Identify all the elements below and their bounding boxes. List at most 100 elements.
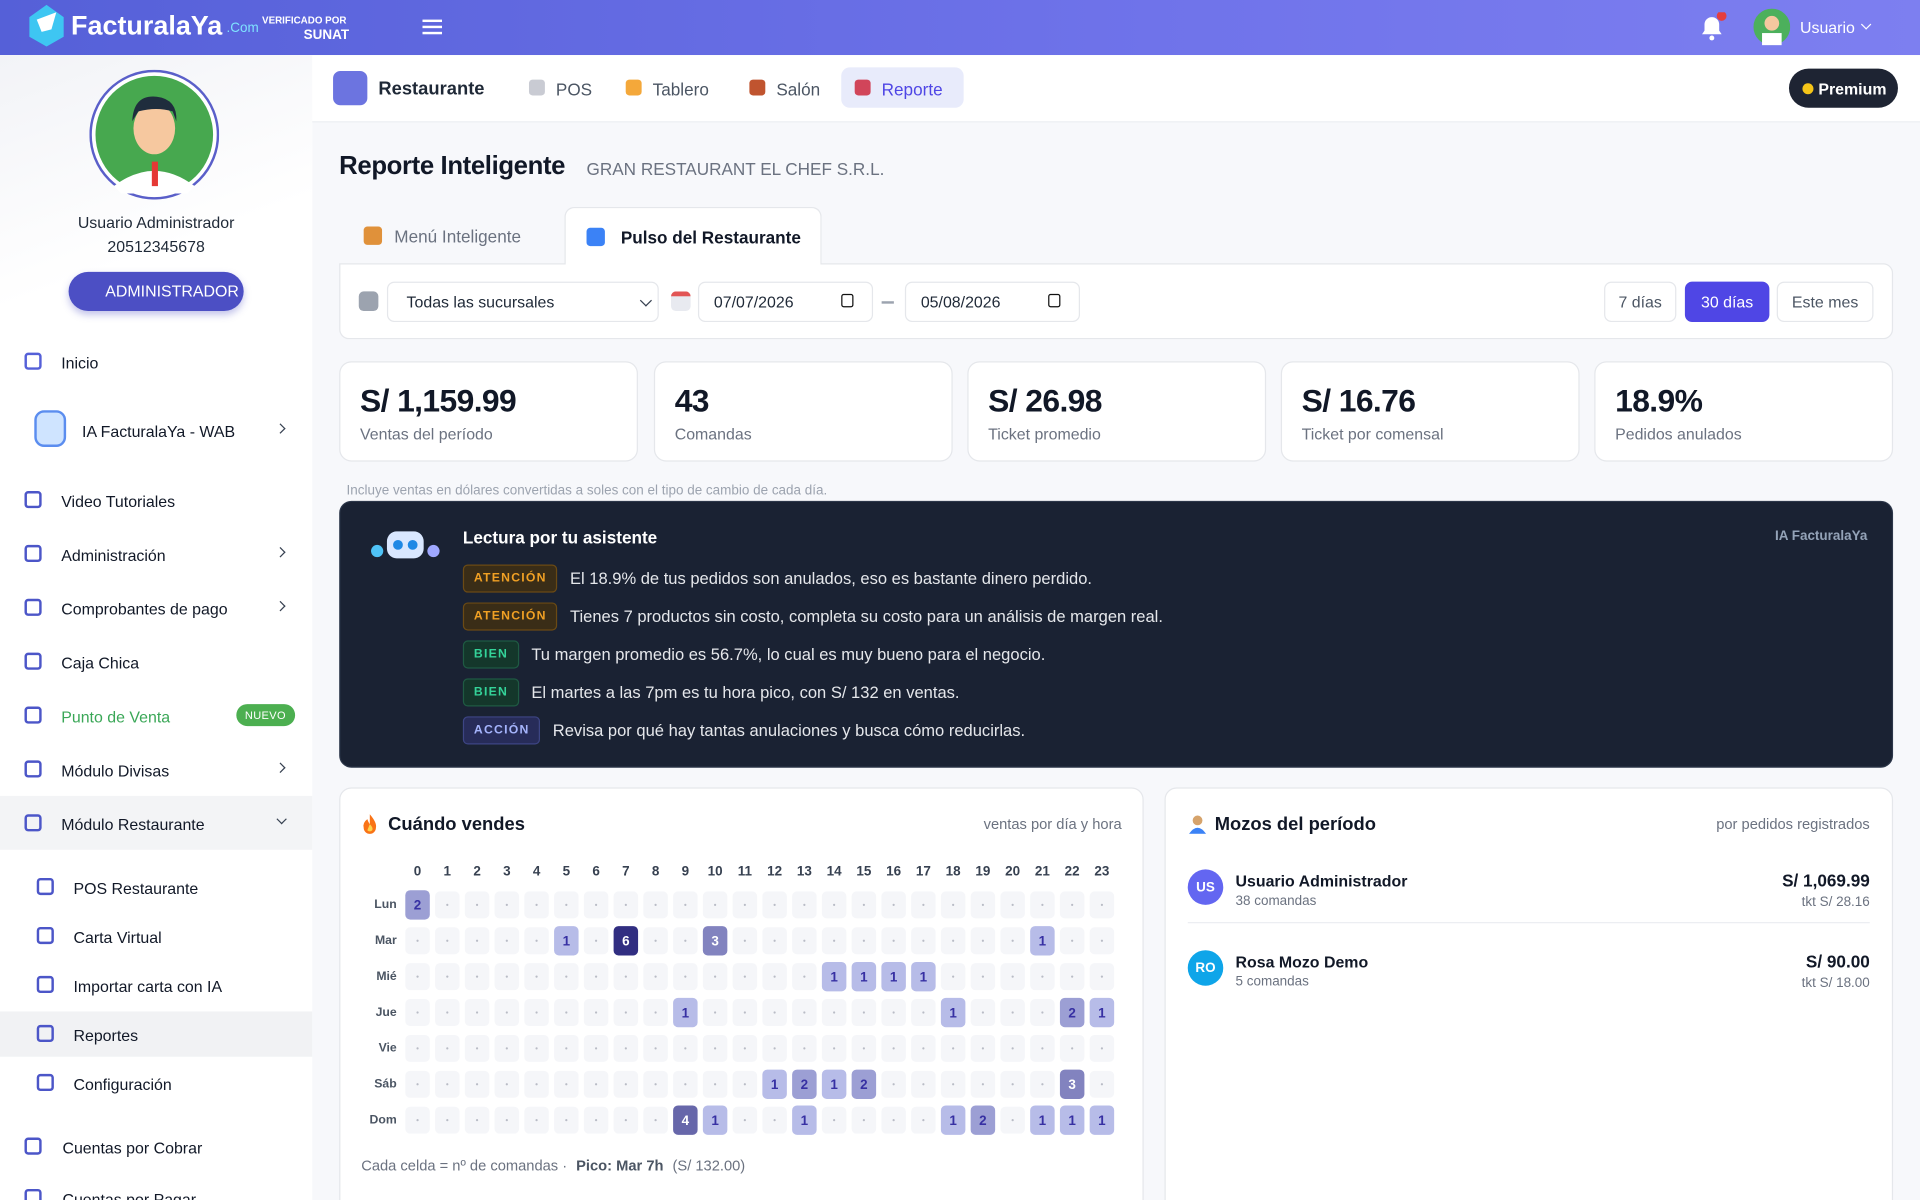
day-label: Vie: [379, 1041, 397, 1055]
heat-cell: [970, 1105, 996, 1135]
heatmap-footer: Cada celda = nº de comandas · Pico: Mar …: [361, 1158, 745, 1173]
empty-dot: [773, 939, 776, 942]
empty-dot: [981, 1011, 984, 1014]
submenu-item[interactable]: POS Restaurante: [0, 864, 312, 909]
chevron: [275, 423, 286, 434]
empty-dot: [684, 903, 687, 907]
cell-value: 1: [949, 1113, 957, 1128]
verified-text: VERIFICADO POR: [262, 14, 347, 26]
empty-dot: [952, 975, 955, 978]
insight: BIEN El martes a las 7pm es tu hora pico,…: [462, 678, 960, 707]
user-menu[interactable]: Usuario: [1800, 18, 1855, 37]
empty-dot: [446, 1047, 449, 1050]
cell-value: 1: [801, 1113, 809, 1128]
date-picker-icon[interactable]: [1048, 293, 1061, 308]
menu-label: IA FacturalaYa - WAB: [82, 422, 236, 441]
menu-item[interactable]: Caja Chica: [0, 637, 312, 686]
kpi-label: Comandas: [674, 424, 752, 444]
cell-value: 1: [682, 1005, 690, 1020]
empty-dot: [1041, 903, 1044, 907]
brand-suffix: .Com: [226, 20, 259, 36]
menu-item[interactable]: Punto de Venta NUEVO: [0, 691, 312, 740]
report-tab[interactable]: Pulso del Restaurante: [564, 206, 822, 265]
user-avatar[interactable]: [1753, 8, 1791, 46]
role-button[interactable]: ADMINISTRADOR: [68, 271, 244, 312]
module-tab[interactable]: Tablero: [612, 67, 727, 107]
heat-cell: [821, 1069, 847, 1099]
empty-dot: [416, 975, 419, 978]
empty-dot: [475, 939, 479, 942]
menu-item[interactable]: Cuentas por Cobrar: [0, 1122, 312, 1171]
branch-value: Todas las sucursales: [406, 292, 555, 312]
hour-label: 21: [1035, 863, 1050, 878]
logo-mark: [29, 4, 64, 47]
module-tab[interactable]: POS: [516, 67, 605, 107]
hour-label: 3: [503, 863, 510, 878]
module-tab[interactable]: Salón: [736, 67, 834, 107]
menu-item[interactable]: Administración: [0, 529, 312, 578]
empty-dot: [1011, 903, 1014, 907]
cell-value: 2: [1068, 1005, 1075, 1020]
empty-dot: [535, 1011, 538, 1014]
empty-dot: [773, 1119, 776, 1122]
submenu-item[interactable]: Configuración: [0, 1060, 312, 1105]
empty-dot: [475, 903, 479, 907]
assistant-title: Lectura por tu asistente: [462, 527, 658, 548]
date-to[interactable]: 05/08/2026: [904, 281, 1080, 323]
date-picker-icon[interactable]: [841, 293, 854, 308]
empty-dot: [862, 903, 865, 907]
menu-item[interactable]: Cuentas por Pagar: [0, 1173, 312, 1200]
submenu-item[interactable]: Reportes: [0, 1011, 312, 1056]
premium-badge[interactable]: Premium: [1788, 68, 1898, 108]
module-tab[interactable]: Reporte: [841, 67, 964, 108]
tab-label: Menú Inteligente: [394, 226, 522, 247]
empty-dot: [535, 939, 538, 942]
menu-label: Inicio: [61, 353, 99, 373]
brand[interactable]: FacturalaYa: [71, 9, 223, 41]
hour-label: 23: [1094, 863, 1109, 878]
date-from[interactable]: 07/07/2026: [697, 281, 874, 323]
tab-icon: [749, 79, 766, 96]
premium-label: Premium: [1818, 79, 1887, 98]
waiter-name: Usuario Administrador: [1235, 871, 1408, 891]
empty-dot: [684, 1047, 687, 1050]
waiter-ticket: tkt S/ 28.16: [1801, 895, 1870, 910]
menu-item[interactable]: Inicio: [0, 337, 312, 386]
menu-icon: [24, 544, 42, 563]
day-label: Mié: [376, 969, 397, 983]
menu-toggle[interactable]: [422, 18, 443, 35]
header: FacturalaYa .Com VERIFICADO POR SUNAT Us…: [0, 0, 1920, 56]
report-tab[interactable]: Menú Inteligente: [343, 207, 557, 265]
empty-dot: [594, 903, 598, 907]
insight: BIEN Tu margen promedio es 56.7%, lo cual…: [462, 640, 1046, 669]
empty-dot: [773, 1047, 776, 1050]
hour-label: 2: [473, 863, 480, 878]
menu-item[interactable]: Módulo Divisas: [0, 744, 312, 793]
empty-dot: [892, 1083, 895, 1086]
menu-label: Módulo Restaurante: [61, 815, 205, 834]
branch-select[interactable]: Todas las sucursales: [386, 281, 659, 323]
role-label: ADMINISTRADOR: [105, 281, 239, 300]
waiter-avatar: US: [1187, 869, 1224, 905]
range-button[interactable]: 30 días: [1684, 281, 1770, 323]
insight-text: Tu margen promedio es 56.7%, lo cual es …: [531, 645, 1046, 664]
submenu-item[interactable]: Carta Virtual: [0, 913, 312, 958]
submenu-item[interactable]: Importar carta con IA: [0, 962, 312, 1007]
range-button[interactable]: Este mes: [1776, 281, 1874, 323]
range-button[interactable]: 7 días: [1604, 281, 1677, 323]
empty-dot: [624, 1047, 627, 1050]
heat-cell: [673, 1105, 698, 1135]
empty-dot: [714, 1011, 717, 1014]
cell-value: 1: [1068, 1113, 1076, 1128]
empty-dot: [565, 1011, 568, 1014]
menu-icon: [24, 598, 42, 616]
menu-item[interactable]: Módulo Restaurante: [0, 798, 312, 847]
menu-item[interactable]: Comprobantes de pago: [0, 583, 312, 632]
menu-item[interactable]: Video Tutoriales: [0, 475, 312, 524]
notifications[interactable]: [1697, 12, 1727, 41]
waiter-row: US Usuario Administrador 38 comandas S/ 1,0…: [1166, 864, 1892, 937]
day-label: Lun: [374, 897, 396, 911]
menu-item[interactable]: IA FacturalaYa - WAB: [0, 405, 312, 454]
empty-dot: [952, 1083, 955, 1086]
kpi-card: 18.9% Pedidos anulados: [1594, 361, 1894, 462]
